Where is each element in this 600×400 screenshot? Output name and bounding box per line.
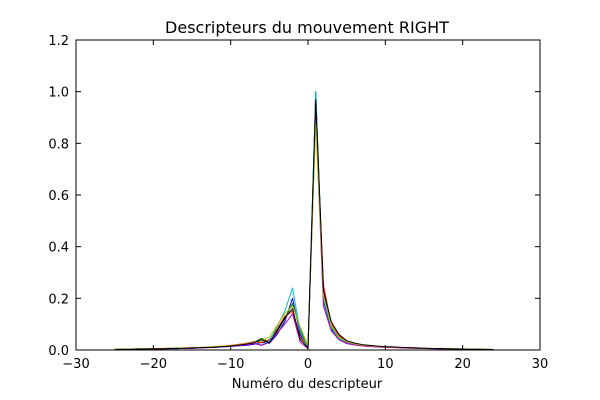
plot-area <box>114 91 494 350</box>
y-tick-label: 0.4 <box>48 241 69 256</box>
x-axis-title: Numéro du descripteur <box>232 377 383 392</box>
x-tick-label: 20 <box>454 357 471 372</box>
y-tick-label: 0.6 <box>48 189 69 204</box>
series-line-7 <box>114 98 494 350</box>
y-tick-label: 1.2 <box>48 34 69 49</box>
x-axis: −30 −20 −10 0 10 20 30 <box>62 40 548 372</box>
x-tick-label: −30 <box>62 357 89 372</box>
y-tick-label: 0.2 <box>48 292 69 307</box>
y-tick-label: 0.0 <box>48 344 69 359</box>
y-axis: 0.0 0.2 0.4 0.6 0.8 1.0 1.2 <box>48 34 540 359</box>
x-tick-label: −10 <box>217 357 244 372</box>
x-tick-label: 10 <box>377 357 394 372</box>
x-tick-label: −20 <box>140 357 167 372</box>
x-tick-label: 0 <box>304 357 312 372</box>
y-tick-label: 0.8 <box>48 137 69 152</box>
x-tick-label: 30 <box>532 357 549 372</box>
chart-title: Descripteurs du mouvement RIGHT <box>165 18 449 37</box>
y-tick-label: 1.0 <box>48 86 69 101</box>
